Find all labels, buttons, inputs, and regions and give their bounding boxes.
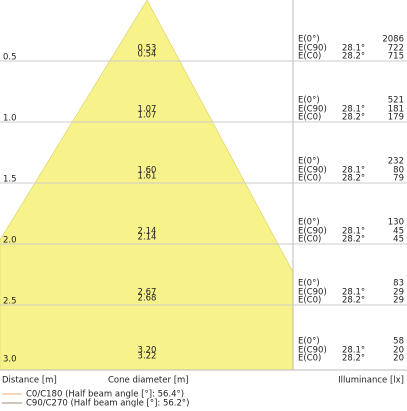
e-value: 29 xyxy=(393,296,404,306)
angle: 28.1° xyxy=(342,44,365,54)
distance-label: 1.0 xyxy=(3,114,17,124)
e-value: 45 xyxy=(393,227,404,237)
e-label: E(C0) xyxy=(298,235,321,245)
e-value: 521 xyxy=(388,96,404,106)
e-value: 58 xyxy=(393,337,404,347)
e-value: 20 xyxy=(393,354,404,364)
e-value: 45 xyxy=(393,235,404,245)
legend-label: C0/C180 (Half beam angle [°]: 56.4°) xyxy=(26,390,184,400)
angle: 28.2° xyxy=(342,235,365,245)
angle: 28.2° xyxy=(342,113,365,123)
diameter-label: 2.67 xyxy=(138,288,157,298)
distance-label: 3.0 xyxy=(3,355,17,365)
distance-label: 2.5 xyxy=(3,297,17,307)
e-label: E(C0) xyxy=(298,296,321,306)
diameter-label: 1.60 xyxy=(138,166,157,176)
e-value: 2086 xyxy=(382,35,404,45)
e-label: E(C90) xyxy=(298,288,327,298)
e-label: E(C0) xyxy=(298,354,321,364)
angle: 28.2° xyxy=(342,174,365,184)
angle: 28.1° xyxy=(342,227,365,237)
e-label: E(0°) xyxy=(298,279,320,289)
e-value: 83 xyxy=(393,279,404,289)
e-value: 130 xyxy=(388,218,404,228)
legend-label: C90/C270 (Half beam angle [°]: 56.2°) xyxy=(26,399,190,408)
distance-label: 0.5 xyxy=(3,53,17,63)
diameter-label: 0.54 xyxy=(138,50,157,60)
e-label: E(C0) xyxy=(298,113,321,123)
e-label: E(0°) xyxy=(298,218,320,228)
e-value: 80 xyxy=(393,166,404,176)
angle: 28.2° xyxy=(342,354,365,364)
e-value: 715 xyxy=(388,52,404,62)
angle: 28.1° xyxy=(342,166,365,176)
angle: 28.2° xyxy=(342,296,365,306)
e-label: E(0°) xyxy=(298,157,320,167)
diameter-label: 2.68 xyxy=(138,294,157,304)
diameter-label: 1.61 xyxy=(138,172,157,182)
e-label: E(C90) xyxy=(298,227,327,237)
e-label: E(0°) xyxy=(298,35,320,45)
diameter-label: 3.22 xyxy=(138,352,157,362)
e-value: 29 xyxy=(393,288,404,298)
e-value: 181 xyxy=(388,105,404,115)
e-value: 179 xyxy=(388,113,404,123)
e-label: E(C0) xyxy=(298,52,321,62)
distance-label: 1.5 xyxy=(3,175,17,185)
diameter-label: 1.07 xyxy=(138,105,157,115)
diameter-label: 3.20 xyxy=(138,346,157,356)
footer-label: Cone diameter [m] xyxy=(108,376,189,386)
e-value: 722 xyxy=(388,44,404,54)
e-label: E(0°) xyxy=(298,337,320,347)
footer-label: Illuminance [lx] xyxy=(338,376,404,386)
diameter-label: 2.14 xyxy=(138,233,157,243)
e-label: E(C90) xyxy=(298,44,327,54)
angle: 28.2° xyxy=(342,52,365,62)
e-value: 20 xyxy=(393,346,404,356)
e-value: 79 xyxy=(393,174,404,184)
e-label: E(C0) xyxy=(298,174,321,184)
angle: 28.1° xyxy=(342,105,365,115)
e-label: E(0°) xyxy=(298,96,320,106)
diameter-label: 1.07 xyxy=(138,111,157,121)
e-value: 232 xyxy=(388,157,404,167)
angle: 28.1° xyxy=(342,288,365,298)
e-label: E(C90) xyxy=(298,105,327,115)
angle: 28.1° xyxy=(342,346,365,356)
footer-label: Distance [m] xyxy=(2,376,57,386)
e-label: E(C90) xyxy=(298,166,327,176)
diameter-label: 0.53 xyxy=(138,44,157,54)
diameter-label: 2.14 xyxy=(138,227,157,237)
e-label: E(C90) xyxy=(298,346,327,356)
distance-label: 2.0 xyxy=(3,236,17,246)
